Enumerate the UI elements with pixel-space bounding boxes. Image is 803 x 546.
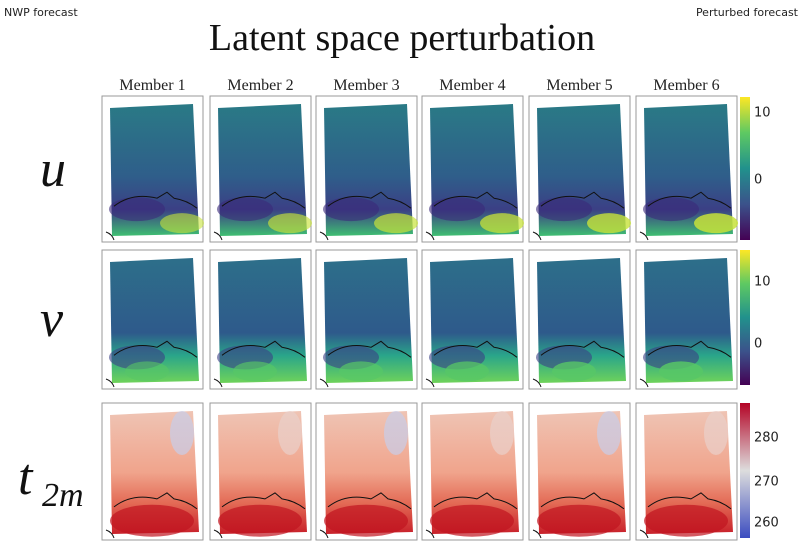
row-label: u [40, 141, 66, 198]
map-region [429, 197, 485, 221]
map-region [109, 197, 165, 221]
map-region [480, 213, 524, 233]
map-region [704, 411, 728, 455]
column-label: Member 2 [227, 77, 293, 94]
map-region [217, 197, 273, 221]
column-label: Member 5 [546, 77, 612, 94]
left-label: NWP forecast [4, 6, 78, 19]
map-region [587, 213, 631, 233]
colorbar-tick: 0 [754, 337, 762, 352]
map-region [218, 505, 302, 537]
colorbar [740, 250, 750, 385]
map-region [374, 213, 418, 233]
map-region [644, 505, 728, 537]
map-region [694, 213, 738, 233]
map-region [339, 361, 383, 381]
row-label: t [18, 449, 34, 506]
map-region [643, 197, 699, 221]
map-region [384, 411, 408, 455]
colorbar-tick: 10 [754, 275, 771, 290]
map-region [536, 197, 592, 221]
right-label: Perturbed forecast [696, 6, 799, 19]
map-region [160, 213, 204, 233]
colorbar-tick: 10 [754, 106, 771, 121]
row-label: v [40, 291, 64, 348]
column-label: Member 4 [439, 77, 505, 94]
column-label: Member 3 [333, 77, 399, 94]
map-region [597, 411, 621, 455]
map-region [125, 361, 169, 381]
map-region [110, 505, 194, 537]
map-region [268, 213, 312, 233]
figure: NWP forecast Perturbed forecast Latent s… [0, 0, 803, 546]
map-region [233, 361, 277, 381]
title: Latent space perturbation [209, 17, 595, 59]
map-region [490, 411, 514, 455]
map-region [659, 361, 703, 381]
colorbar-tick: 270 [754, 475, 779, 490]
map-region [170, 411, 194, 455]
map-region [552, 361, 596, 381]
column-label: Member 6 [653, 77, 719, 94]
map-region [445, 361, 489, 381]
map-region [324, 505, 408, 537]
row-subscript: 2m [42, 477, 84, 514]
colorbar-tick: 260 [754, 516, 779, 531]
colorbar-tick: 0 [754, 173, 762, 188]
map-region [430, 505, 514, 537]
column-label: Member 1 [119, 77, 185, 94]
map-region [278, 411, 302, 455]
colorbar-tick: 280 [754, 431, 779, 446]
colorbar [740, 403, 750, 538]
colorbar [740, 97, 750, 240]
map-region [323, 197, 379, 221]
map-region [537, 505, 621, 537]
